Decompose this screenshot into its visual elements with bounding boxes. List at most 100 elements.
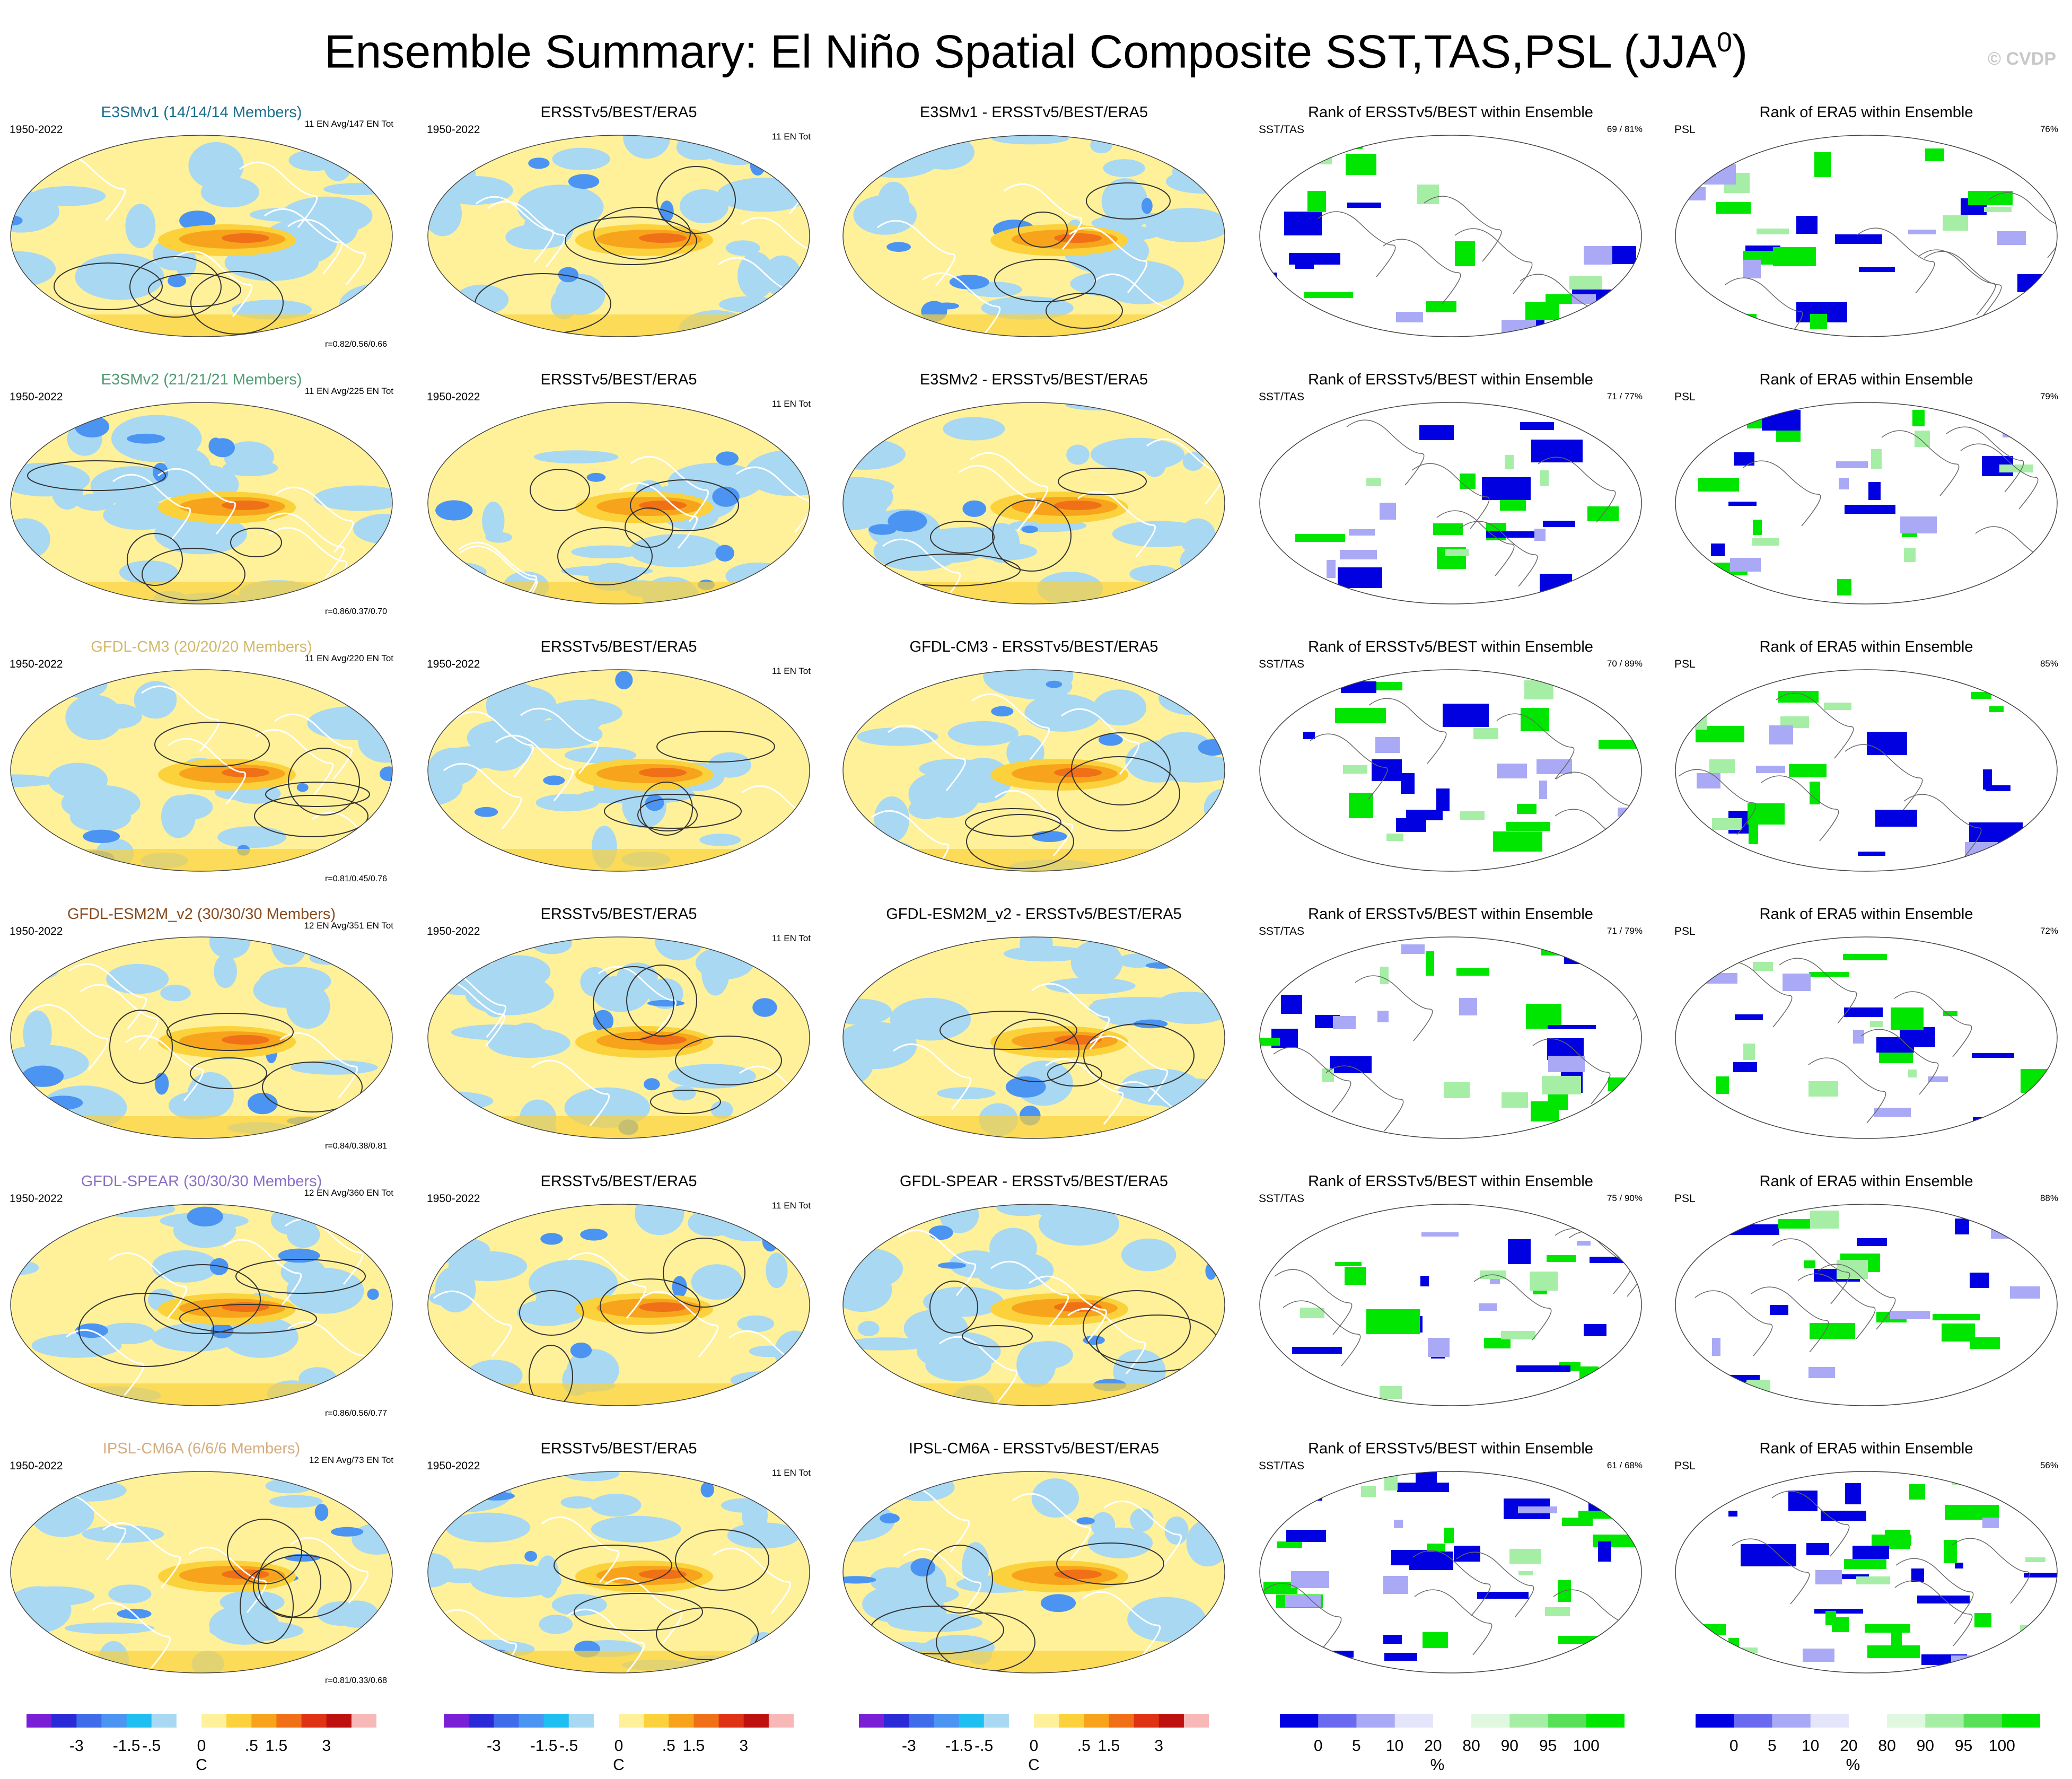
- warm-tongue: [639, 1035, 687, 1045]
- colorbar-tick-label: 10: [1802, 1737, 1820, 1755]
- map-svg: [842, 669, 1225, 872]
- coastline: [1779, 958, 1857, 1024]
- rank-patch: [1748, 803, 1785, 825]
- map-border: [1675, 936, 2058, 1139]
- psl-contour: [637, 799, 698, 831]
- anomaly-negative-patch: [931, 527, 1009, 545]
- anomaly-negative-patch: [14, 675, 38, 686]
- colorbar-swatch: [768, 1714, 794, 1728]
- rank-patch: [1416, 1471, 1437, 1488]
- coastline: [275, 486, 354, 553]
- panel-title: Rank of ERA5 within Ensemble: [1759, 638, 1973, 655]
- map-panel: ERSSTv5/BEST/ERA5 1950-2022 11 EN Tot: [417, 103, 820, 369]
- anomaly-negative-patch: [672, 1085, 696, 1101]
- colorbar-swatch: [1734, 1714, 1772, 1728]
- anomaly-negative-patch: [700, 1482, 714, 1497]
- rank-patch: [1734, 452, 1754, 466]
- psl-contour: [530, 469, 590, 511]
- coastline: [223, 1239, 302, 1305]
- rank-patch: [1810, 782, 1820, 804]
- anomaly-negative-patch: [923, 1286, 1004, 1317]
- rank-patch: [1868, 482, 1881, 500]
- colorbar-tick-label: 0: [197, 1737, 206, 1755]
- coastline: [1090, 1035, 1169, 1102]
- rank-patch: [1972, 1053, 2014, 1058]
- pattern-correlation: r=0.86/0.37/0.70: [325, 607, 387, 616]
- colorbar-swatch: [1394, 1714, 1434, 1728]
- psl-contour: [1071, 732, 1171, 805]
- anomaly-negative-patch: [590, 1494, 642, 1517]
- anomaly-negative-patch: [477, 1492, 515, 1501]
- variable-label: PSL: [1674, 1193, 1696, 1205]
- coastline: [1881, 430, 1960, 496]
- psl-contour: [962, 1325, 1033, 1347]
- rank-patch: [1970, 1273, 1989, 1288]
- period-label: 1950-2022: [427, 124, 480, 136]
- psl-contour: [78, 1293, 214, 1367]
- anomaly-negative-patch: [248, 1092, 278, 1115]
- anomaly-negative-patch: [873, 1105, 893, 1121]
- coastline: [1918, 249, 1996, 316]
- anomaly-negative-patch: [760, 402, 810, 419]
- anomaly-negative-patch: [853, 195, 917, 235]
- coastline: [1031, 983, 1110, 1049]
- colorbar-swatch: [326, 1714, 352, 1728]
- coastline: [1004, 183, 1083, 250]
- rank-patch-light: [1479, 1303, 1497, 1311]
- rank-patch: [1806, 1543, 1829, 1555]
- rank-patch: [1493, 831, 1542, 852]
- anomaly-negative-patch: [536, 1555, 559, 1598]
- map-border: [10, 936, 393, 1139]
- colorbar-swatch: [494, 1714, 519, 1728]
- map-svg: [842, 1471, 1225, 1673]
- map-svg: [1259, 669, 1642, 872]
- panel-title: ERSSTv5/BEST/ERA5: [540, 104, 697, 121]
- anomaly-negative-patch: [11, 190, 59, 233]
- rank-patch-light: [1577, 1241, 1591, 1246]
- anomaly-negative-patch: [716, 451, 739, 466]
- rank-patch: [1335, 708, 1386, 723]
- map-border: [842, 402, 1225, 604]
- anomaly-negative-patch: [1090, 137, 1112, 154]
- copyright-label: © CVDP: [1988, 49, 2056, 69]
- colorbar-tick-label: 5: [1352, 1737, 1361, 1755]
- colorbar-tick-label: 1.5: [265, 1737, 288, 1755]
- anomaly-negative-patch: [1135, 1125, 1166, 1138]
- map-svg: [1675, 669, 2058, 872]
- coastline: [1368, 698, 1447, 764]
- coastline: [1436, 510, 1515, 576]
- anomaly-negative-patch: [772, 702, 804, 709]
- rank-patch-light: [1569, 276, 1602, 290]
- rank-patch: [1955, 1563, 1963, 1568]
- coastline: [239, 161, 318, 228]
- rank-patch-light: [1300, 1308, 1324, 1318]
- colorbar-swatch: [543, 1714, 569, 1728]
- anomaly-negative-patch: [1130, 1508, 1154, 1532]
- colorbar-swatch: [1158, 1714, 1184, 1728]
- anomaly-negative-patch: [668, 1064, 756, 1089]
- coastline: [871, 810, 950, 871]
- colorbar-swatch: [1509, 1714, 1548, 1728]
- psl-contour: [1057, 756, 1180, 831]
- anomaly-negative-patch: [710, 1101, 733, 1119]
- rank-patch: [1810, 1323, 1855, 1339]
- event-count: 11 EN Avg/225 EN Tot: [304, 386, 393, 396]
- rank-patch: [1986, 785, 2010, 791]
- rank-patch: [1942, 1324, 1975, 1342]
- anomaly-negative-patch: [509, 720, 603, 749]
- colorbar-swatch: [301, 1714, 327, 1728]
- rank-patch-light: [1997, 231, 2026, 245]
- psl-contour: [288, 748, 360, 816]
- anomaly-negative-patch: [1005, 1076, 1046, 1098]
- colorbar-tick-label: .5: [1077, 1737, 1091, 1755]
- rank-patch-light: [1915, 431, 1930, 447]
- anomaly-negative-patch: [546, 699, 622, 726]
- rank-patch-light: [2033, 138, 2057, 147]
- psl-contour: [1083, 1290, 1191, 1363]
- anomaly-negative-patch: [936, 1087, 996, 1100]
- anomaly-negative-patch: [187, 1072, 234, 1118]
- rank-patch: [1835, 234, 1882, 244]
- rank-patch: [1426, 951, 1434, 976]
- coastline: [1989, 192, 2057, 258]
- anomaly-negative-patch: [1021, 525, 1038, 533]
